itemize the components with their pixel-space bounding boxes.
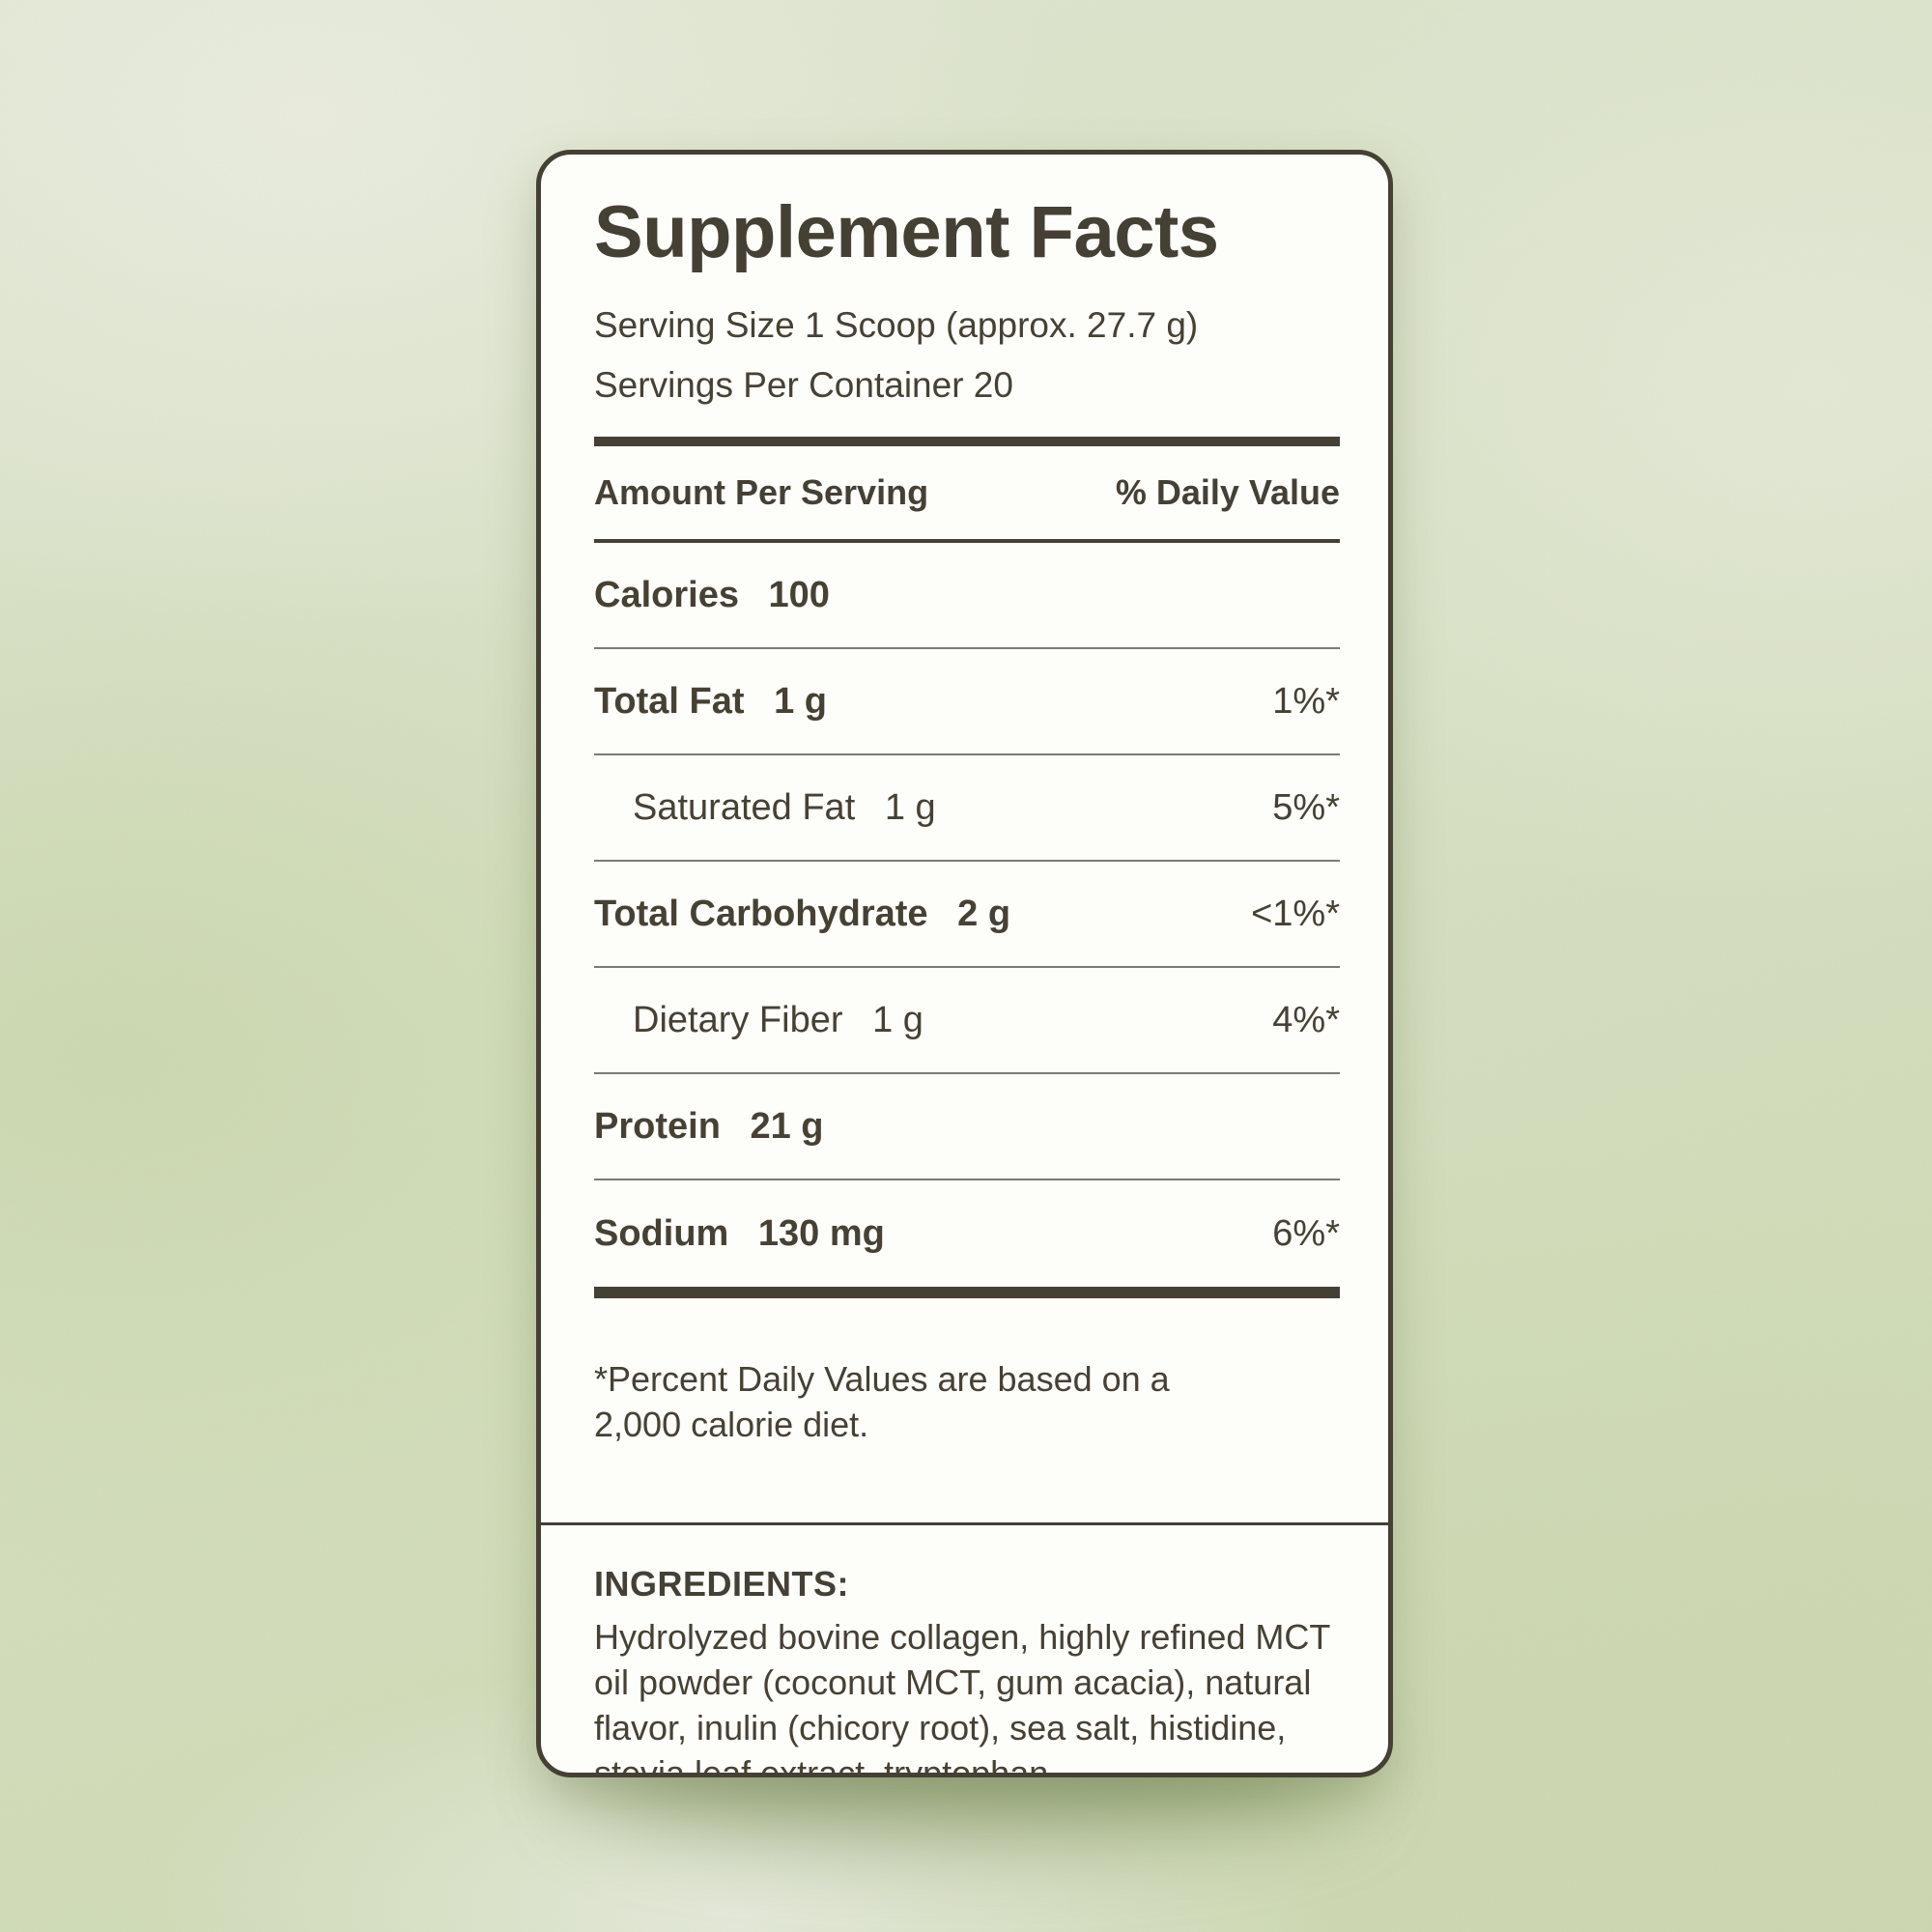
nutrient-label: Total Carbohydrate (594, 893, 928, 934)
amount-per-serving-header: Amount Per Serving (594, 472, 929, 512)
nutrient-label: Sodium (594, 1212, 729, 1254)
nutrient-daily-value: 5%* (1272, 786, 1340, 828)
servings-per-container-text: Servings Per Container 20 (594, 365, 1013, 405)
nutrient-label: Total Fat (594, 680, 745, 722)
nutrient-row-dietary-fiber: Dietary Fiber 1 g 4%* (594, 968, 1340, 1074)
nutrient-amount: 2 g (957, 893, 1011, 934)
serving-size-text: Serving Size 1 Scoop (approx. 27.7 g) (594, 305, 1199, 345)
nutrient-amount: 1 g (884, 786, 936, 828)
nutrient-amount: 100 (768, 574, 830, 615)
nutrient-label: Calories (594, 574, 739, 615)
facts-panel: Supplement Facts Serving Size 1 Scoop (a… (541, 155, 1388, 1522)
nutrient-label: Protein (594, 1105, 721, 1147)
nutrient-label: Dietary Fiber (633, 999, 843, 1040)
nutrient-amount: 1 g (872, 999, 923, 1040)
nutrient-label: Saturated Fat (633, 786, 856, 828)
nutrient-row-total-fat: Total Fat 1 g 1%* (594, 649, 1340, 755)
ingredients-text: Hydrolyzed bovine collagen, highly refin… (594, 1617, 1330, 1777)
nutrient-row-calories: Calories 100 (594, 543, 1340, 649)
nutrient-daily-value: <1%* (1251, 893, 1340, 934)
ingredients-section: INGREDIENTS: Hydrolyzed bovine collagen,… (541, 1522, 1388, 1777)
nutrient-daily-value: 6%* (1272, 1212, 1340, 1254)
nutrient-row-total-carbohydrate: Total Carbohydrate 2 g <1%* (594, 862, 1340, 968)
column-header-row: Amount Per Serving % Daily Value (594, 446, 1340, 543)
nutrient-amount: 130 mg (757, 1212, 885, 1254)
ingredients-heading: INGREDIENTS: (594, 1564, 850, 1604)
daily-value-header: % Daily Value (1115, 472, 1340, 512)
daily-value-footnote: *Percent Daily Values are based on a 2,0… (594, 1359, 1170, 1444)
nutrient-row-protein: Protein 21 g (594, 1074, 1340, 1180)
nutrient-amount: 21 g (750, 1105, 824, 1147)
serving-info: Serving Size 1 Scoop (approx. 27.7 g) Se… (594, 296, 1340, 415)
facts-title: Supplement Facts (594, 191, 1219, 273)
nutrient-amount: 1 g (774, 680, 827, 722)
nutrient-row-saturated-fat: Saturated Fat 1 g 5%* (594, 755, 1340, 862)
thick-rule-top (594, 437, 1340, 446)
thick-rule-bottom (594, 1287, 1340, 1298)
nutrient-row-sodium: Sodium 130 mg 6%* (594, 1180, 1340, 1287)
nutrient-daily-value: 4%* (1272, 999, 1340, 1040)
nutrient-daily-value: 1%* (1272, 680, 1340, 722)
supplement-facts-card: Supplement Facts Serving Size 1 Scoop (a… (536, 150, 1393, 1777)
